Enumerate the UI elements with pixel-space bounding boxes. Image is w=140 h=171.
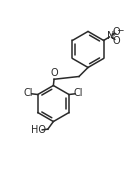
Text: −: −: [116, 25, 124, 34]
Text: Cl: Cl: [74, 88, 83, 98]
Text: HO: HO: [31, 125, 46, 135]
Text: N: N: [107, 31, 114, 41]
Text: O: O: [113, 36, 120, 46]
Text: O: O: [50, 68, 58, 78]
Text: +: +: [110, 29, 117, 38]
Text: Cl: Cl: [23, 88, 33, 98]
Text: O: O: [113, 27, 120, 37]
